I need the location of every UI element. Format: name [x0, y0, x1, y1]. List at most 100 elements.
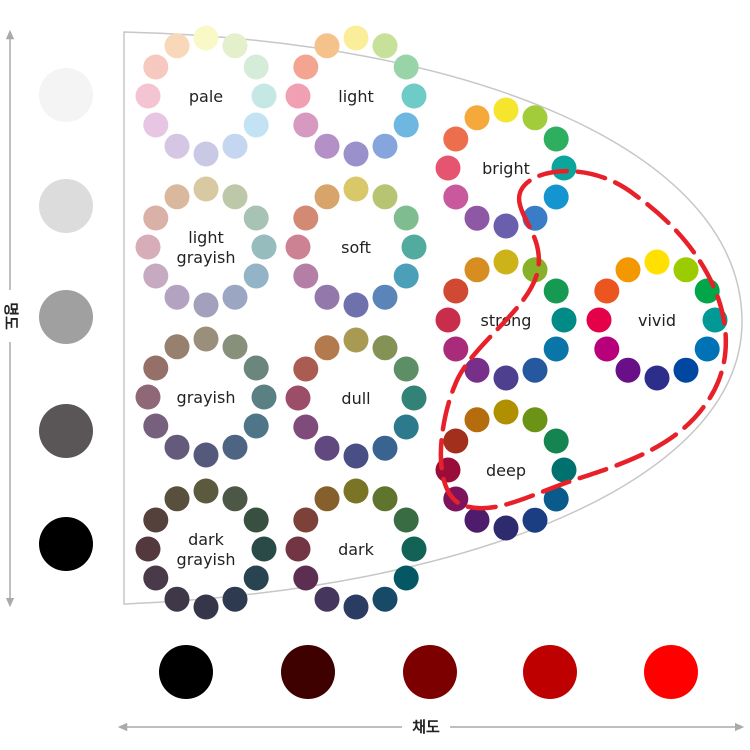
- color-dot: [644, 365, 670, 391]
- color-dot: [464, 257, 490, 283]
- tone-wheel-strong: strong: [435, 249, 577, 391]
- tone-wheel-deep: deep: [435, 399, 577, 541]
- color-dot: [222, 486, 248, 512]
- color-dot: [164, 434, 190, 460]
- color-dot: [293, 112, 319, 138]
- color-dot: [143, 413, 169, 439]
- color-dot: [694, 278, 720, 304]
- color-dot: [543, 184, 569, 210]
- color-dot: [135, 536, 161, 562]
- color-dot: [193, 292, 219, 318]
- tone-label: pale: [189, 87, 223, 106]
- lightness-swatch: [39, 68, 93, 122]
- color-dot: [393, 205, 419, 231]
- color-dot: [543, 278, 569, 304]
- color-dot: [615, 357, 641, 383]
- color-dot: [143, 263, 169, 289]
- lightness-scale: [39, 68, 93, 571]
- color-dot: [285, 234, 311, 260]
- color-dot: [443, 278, 469, 304]
- tone-wheel-light-grayish: light grayish: [135, 176, 277, 318]
- tone-label: vivid: [638, 311, 676, 330]
- color-dot: [193, 478, 219, 504]
- color-dot: [372, 33, 398, 59]
- tone-wheel-dark: dark: [285, 478, 427, 620]
- color-dot: [543, 428, 569, 454]
- color-dot: [435, 155, 461, 181]
- color-dot: [343, 478, 369, 504]
- color-dot: [164, 184, 190, 210]
- color-dot: [164, 33, 190, 59]
- color-dot: [222, 184, 248, 210]
- color-dot: [443, 428, 469, 454]
- color-dot: [143, 507, 169, 533]
- tone-wheel-grayish: grayish: [135, 326, 277, 468]
- color-dot: [393, 507, 419, 533]
- tone-wheel-dull: dull: [285, 327, 427, 469]
- color-dot: [401, 385, 427, 411]
- tone-label: grayish: [177, 388, 236, 407]
- color-dot: [372, 133, 398, 159]
- color-dot: [193, 594, 219, 620]
- tone-label: soft: [341, 238, 371, 257]
- lightness-swatch: [39, 404, 93, 458]
- color-dot: [393, 54, 419, 80]
- color-dot: [522, 507, 548, 533]
- color-dot: [464, 507, 490, 533]
- color-dot: [314, 33, 340, 59]
- color-dot: [493, 365, 519, 391]
- color-dot: [343, 25, 369, 51]
- color-dot: [143, 205, 169, 231]
- color-dot: [393, 565, 419, 591]
- tone-label: light grayish: [177, 228, 236, 267]
- color-dot: [464, 105, 490, 131]
- tone-wheel-pale: pale: [135, 25, 277, 167]
- color-dot: [435, 307, 461, 333]
- color-dot: [594, 278, 620, 304]
- tone-label: bright: [482, 159, 530, 178]
- color-dot: [343, 443, 369, 469]
- color-dot: [135, 234, 161, 260]
- color-dot: [164, 133, 190, 159]
- color-dot: [193, 442, 219, 468]
- color-dot: [251, 234, 277, 260]
- color-dot: [372, 335, 398, 361]
- color-dot: [522, 407, 548, 433]
- color-dot: [372, 435, 398, 461]
- color-dot: [314, 184, 340, 210]
- chroma-swatch: [523, 645, 577, 699]
- color-dot: [493, 249, 519, 275]
- color-dot: [443, 126, 469, 152]
- color-dot: [493, 515, 519, 541]
- chroma-scale: [159, 645, 698, 699]
- lightness-swatch: [39, 179, 93, 233]
- color-dot: [293, 263, 319, 289]
- color-dot: [343, 327, 369, 353]
- color-dot: [372, 284, 398, 310]
- tone-wheel-light: light: [285, 25, 427, 167]
- color-dot: [543, 486, 569, 512]
- color-dot: [522, 105, 548, 131]
- tone-wheel-soft: soft: [285, 176, 427, 318]
- color-dot: [314, 133, 340, 159]
- color-dot: [143, 565, 169, 591]
- color-dot: [343, 292, 369, 318]
- color-dot: [372, 486, 398, 512]
- color-dot: [251, 83, 277, 109]
- color-dot: [243, 112, 269, 138]
- color-dot: [293, 356, 319, 382]
- color-dot: [143, 355, 169, 381]
- highlight-dashed-outline: [438, 168, 729, 511]
- color-dot: [243, 263, 269, 289]
- color-dot: [443, 184, 469, 210]
- color-dot: [522, 357, 548, 383]
- color-dot: [222, 33, 248, 59]
- color-dot: [293, 507, 319, 533]
- color-dot: [243, 507, 269, 533]
- color-dot: [243, 355, 269, 381]
- color-dot: [164, 486, 190, 512]
- color-dot: [343, 176, 369, 202]
- color-dot: [401, 83, 427, 109]
- color-dot: [222, 586, 248, 612]
